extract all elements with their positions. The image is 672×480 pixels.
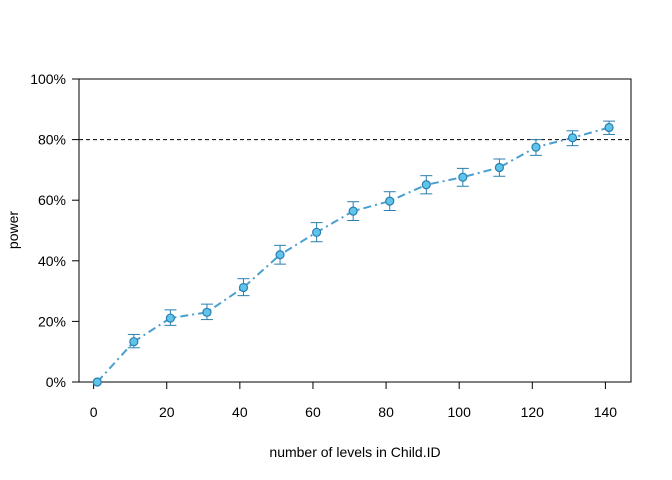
y-axis-title: power (5, 211, 21, 249)
data-point (567, 133, 578, 143)
data-point (494, 162, 504, 173)
data-point (92, 377, 102, 387)
data-point (129, 337, 139, 347)
y-tick-label: 0% (46, 374, 66, 390)
data-point (604, 122, 614, 133)
data-point (421, 180, 431, 190)
data-point (165, 313, 175, 323)
y-axis: 0% 20% 40% 60% 80% 100% (30, 71, 79, 390)
x-axis-title: number of levels in Child.ID (269, 444, 440, 460)
series-line (96, 126, 610, 383)
data-point (238, 282, 249, 293)
data-point (385, 196, 395, 206)
y-tick-label: 80% (38, 132, 66, 148)
data-point (275, 250, 285, 260)
x-axis: 0 20 40 60 80 100 120 140 (90, 382, 618, 420)
x-tick-label: 60 (305, 404, 321, 420)
x-tick-label: 100 (448, 404, 472, 420)
error-bars (127, 120, 616, 349)
x-tick-label: 20 (159, 404, 175, 420)
x-tick-label: 120 (521, 404, 545, 420)
x-tick-label: 80 (378, 404, 394, 420)
data-points (92, 122, 614, 387)
y-tick-label: 40% (38, 253, 66, 269)
data-point (531, 142, 541, 152)
data-point (202, 307, 212, 317)
x-tick-label: 140 (594, 404, 618, 420)
data-point (458, 172, 468, 182)
x-tick-label: 0 (90, 404, 98, 420)
plot-frame (78, 78, 632, 383)
x-tick-label: 40 (232, 404, 248, 420)
y-tick-label: 100% (30, 71, 66, 87)
y-tick-label: 20% (38, 313, 66, 329)
data-point (348, 206, 358, 216)
data-point (312, 227, 322, 237)
y-tick-label: 60% (38, 192, 66, 208)
